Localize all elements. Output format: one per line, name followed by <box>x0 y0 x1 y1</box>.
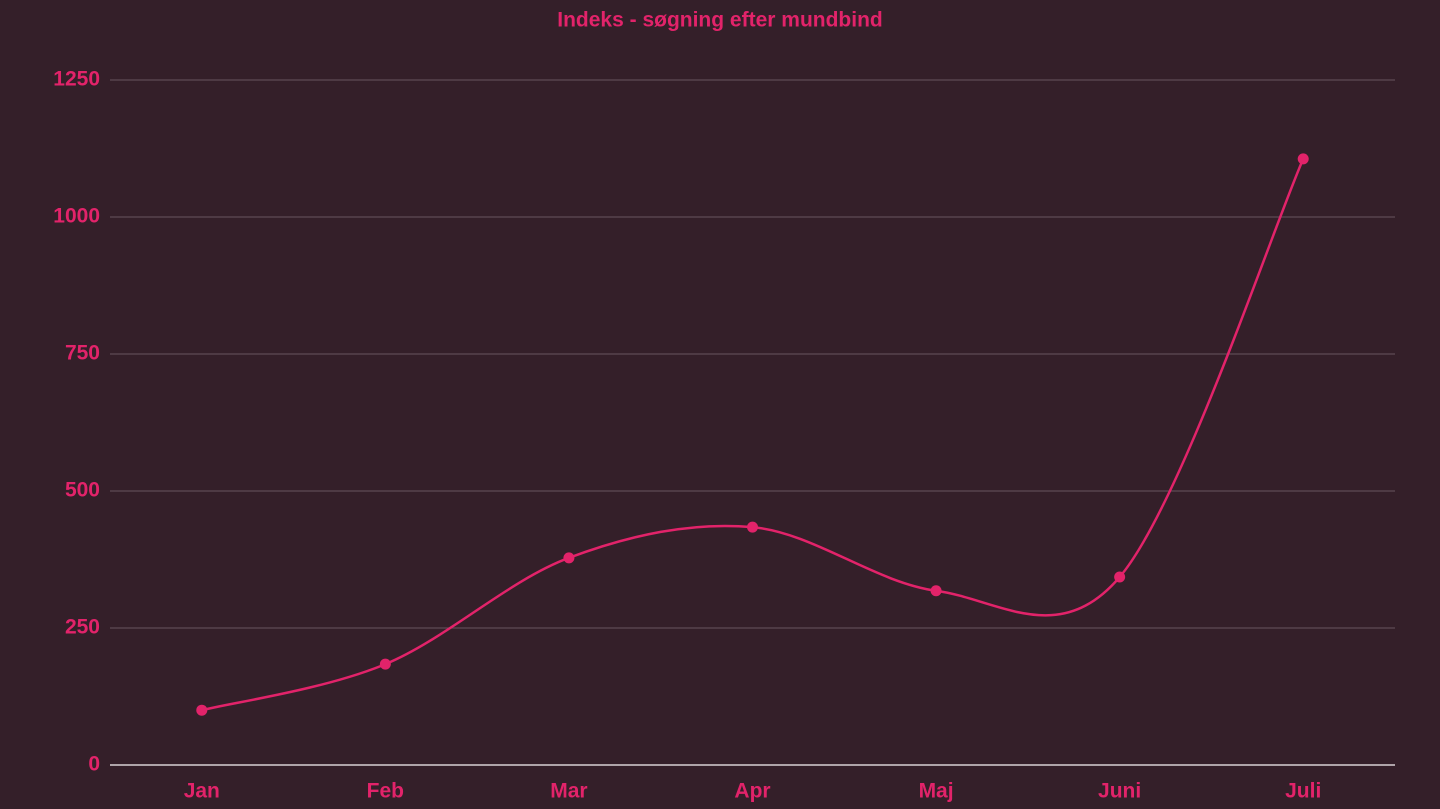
x-tick-label: Juli <box>1285 780 1321 803</box>
point <box>563 552 575 564</box>
x-tick-label: Jan <box>184 780 220 803</box>
y-tick-label: 500 <box>65 479 100 502</box>
y-tick-label: 1000 <box>53 205 100 228</box>
point <box>930 585 942 597</box>
point <box>747 521 758 533</box>
x-tick-label: Maj <box>919 780 954 803</box>
x-tick-label: Apr <box>734 780 770 803</box>
y-tick-label: 750 <box>65 342 100 365</box>
point <box>1297 153 1309 165</box>
y-tick-label: 0 <box>88 753 100 776</box>
x-tick-label: Juni <box>1098 780 1141 803</box>
point <box>379 658 391 670</box>
point <box>196 704 208 716</box>
y-tick-label: 1250 <box>53 68 100 91</box>
line <box>201 158 1305 712</box>
chart-title: Indeks - søgning efter mundbind <box>557 9 883 32</box>
x-tick-label: Feb <box>367 780 404 803</box>
x-tick-label: Mar <box>550 780 587 803</box>
point <box>1114 571 1126 583</box>
y-tick-label: 250 <box>65 616 100 639</box>
